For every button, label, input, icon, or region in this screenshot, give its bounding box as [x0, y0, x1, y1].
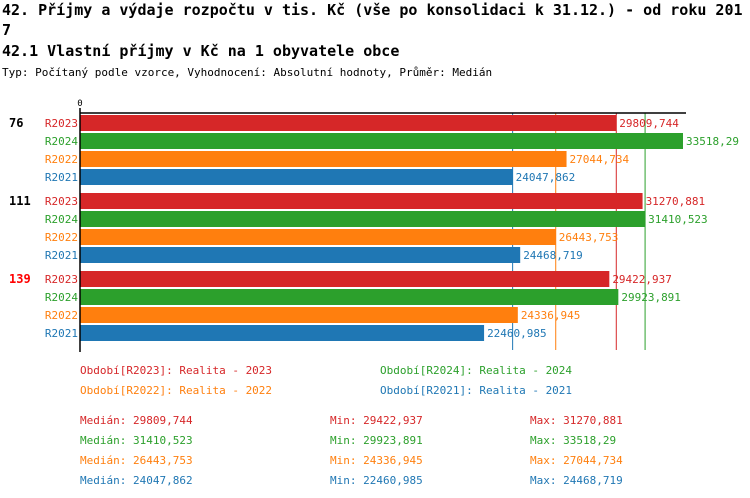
- period-label: R2022: [45, 309, 78, 322]
- bar: [80, 115, 617, 131]
- legend-item-r2021: Období[R2021]: Realita - 2021: [380, 384, 573, 397]
- axis-zero-label: 0: [77, 99, 82, 109]
- period-label: R2022: [45, 153, 78, 166]
- data-label: 33518,29: [686, 135, 739, 148]
- stat-min: Min: 24336,945: [330, 454, 423, 467]
- data-label: 24336,945: [521, 309, 581, 322]
- data-label: 24047,862: [516, 171, 576, 184]
- bar: [80, 307, 518, 323]
- stat-max: Max: 33518,29: [530, 434, 617, 447]
- stat-max: Max: 27044,734: [530, 454, 623, 467]
- bar: [80, 247, 521, 263]
- period-label: R2021: [45, 327, 78, 340]
- stat-min: Min: 22460,985: [330, 474, 423, 487]
- bar: [80, 211, 646, 227]
- legend-item-r2024: Období[R2024]: Realita - 2024: [380, 364, 573, 377]
- data-label: 22460,985: [487, 327, 547, 340]
- stat-min: Min: 29923,891: [330, 434, 423, 447]
- bar: [80, 169, 513, 185]
- bar: [80, 289, 619, 305]
- stat-median: Medián: 31410,523: [80, 434, 193, 447]
- data-label: 31270,881: [646, 195, 706, 208]
- data-label: 31410,523: [648, 213, 708, 226]
- stat-max: Max: 31270,881: [530, 414, 623, 427]
- chart-title: 42. Příjmy a výdaje rozpočtu v tis. Kč (…: [2, 1, 743, 39]
- bar: [80, 133, 683, 149]
- legend-item-r2023: Období[R2023]: Realita - 2023: [80, 364, 273, 377]
- data-label: 29923,891: [621, 291, 681, 304]
- period-label: R2021: [45, 171, 78, 184]
- chart-subtitle: 42.1 Vlastní příjmy v Kč na 1 obyvatele …: [2, 42, 400, 60]
- bar: [80, 271, 610, 287]
- group-label: 139: [9, 272, 31, 286]
- data-label: 26443,753: [559, 231, 619, 244]
- legend-item-r2022: Období[R2022]: Realita - 2022: [80, 384, 273, 397]
- period-label: R2024: [45, 291, 78, 304]
- period-label: R2023: [45, 273, 78, 286]
- group-label: 76: [9, 116, 23, 130]
- period-label: R2023: [45, 117, 78, 130]
- bar: [80, 325, 485, 341]
- stat-max: Max: 24468,719: [530, 474, 623, 487]
- stat-median: Medián: 26443,753: [80, 454, 193, 467]
- data-label: 27044,734: [570, 153, 630, 166]
- period-label: R2023: [45, 195, 78, 208]
- chart-info: Typ: Počítaný podle vzorce, Vyhodnocení:…: [2, 66, 493, 79]
- stat-median: Medián: 29809,744: [80, 414, 193, 427]
- bar: [80, 151, 567, 167]
- period-label: R2024: [45, 135, 78, 148]
- data-label: 29422,937: [612, 273, 672, 286]
- period-label: R2022: [45, 231, 78, 244]
- stat-min: Min: 29422,937: [330, 414, 423, 427]
- group-label: 111: [9, 194, 31, 208]
- data-label: 29809,744: [619, 117, 679, 130]
- stat-median: Medián: 24047,862: [80, 474, 193, 487]
- data-label: 24468,719: [523, 249, 583, 262]
- bar: [80, 193, 643, 209]
- bar: [80, 229, 556, 245]
- period-label: R2021: [45, 249, 78, 262]
- period-label: R2024: [45, 213, 78, 226]
